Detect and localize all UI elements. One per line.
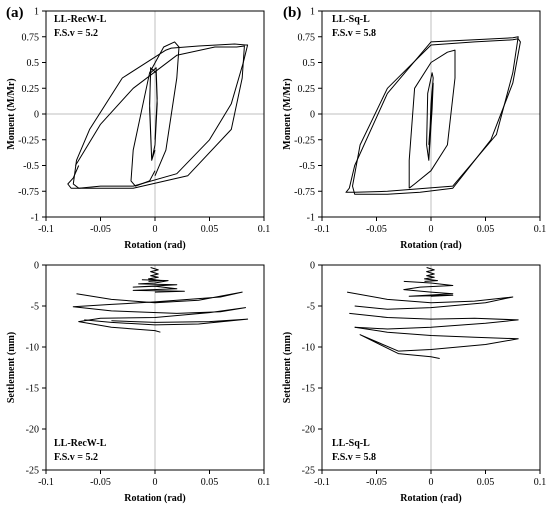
- y-tick-label: 0: [34, 261, 39, 272]
- y-tick-label: -5: [307, 302, 315, 313]
- y-tick-label: 1: [34, 7, 39, 18]
- y-tick-label: -20: [26, 425, 39, 436]
- series-line-3: [347, 291, 514, 310]
- y-tick-label: -25: [26, 466, 39, 477]
- x-tick-label: 0.1: [534, 224, 547, 235]
- series-line-2: [132, 279, 185, 293]
- x-tick-label: 0: [153, 477, 158, 488]
- x-tick-label: 0.1: [534, 477, 547, 488]
- panel-letter-a: (a): [6, 5, 24, 21]
- series-line-1: [426, 72, 434, 161]
- y-axis-label: Settlement (mm): [6, 332, 17, 403]
- x-tick-label: 0: [153, 224, 158, 235]
- settlement-sq-chart: -0.1 -0.05 0 0.05 0.1 0 -5 -10 -15 -20 -25 Rotation…: [282, 261, 546, 505]
- x-axis-label: Rotation (rad): [400, 240, 461, 251]
- y-tick-label: 0.25: [22, 84, 40, 95]
- y-tick-label: -20: [302, 425, 315, 436]
- x-axis-label: Rotation (rad): [400, 493, 461, 504]
- y-tick-label: -0.25: [18, 135, 39, 146]
- specimen-label: LL-Sq-L: [332, 438, 370, 449]
- y-tick-label: -0.5: [299, 161, 315, 172]
- y-tick-label: 0.5: [27, 58, 40, 69]
- x-tick-label: -0.1: [314, 477, 330, 488]
- series-line-4: [84, 318, 249, 326]
- y-tick-label: -15: [302, 384, 315, 395]
- series-line-3: [345, 36, 519, 193]
- x-axis-label: Rotation (rad): [124, 493, 185, 504]
- series-line-1: [149, 67, 158, 161]
- panel-letter-b: (b): [283, 5, 301, 21]
- series-line-4: [352, 38, 521, 195]
- safety-factor-label: F.S.v = 5.2: [54, 28, 98, 39]
- y-tick-label: 0.75: [298, 32, 316, 43]
- y-tick-label: 1: [310, 7, 315, 18]
- y-tick-label: 0.75: [22, 32, 40, 43]
- specimen-label: LL-Sq-L: [332, 14, 370, 25]
- y-tick-label: -1: [31, 213, 39, 224]
- x-tick-label: 0.1: [258, 224, 271, 235]
- x-tick-label: -0.05: [366, 224, 387, 235]
- series-line-2: [408, 49, 456, 189]
- specimen-label: LL-RecW-L: [54, 438, 107, 449]
- x-tick-label: -0.1: [314, 224, 330, 235]
- x-tick-label: 0: [429, 477, 434, 488]
- x-tick-label: -0.05: [366, 477, 387, 488]
- y-tick-label: 0.5: [303, 58, 316, 69]
- y-tick-label: -0.75: [18, 187, 39, 198]
- series-line-1: [424, 267, 438, 282]
- x-tick-label: -0.05: [90, 477, 111, 488]
- y-axis-label: Settlement (mm): [282, 332, 293, 403]
- y-axis-label: Moment (M/Mr): [6, 78, 17, 149]
- series-line-2: [403, 280, 454, 297]
- y-tick-label: -0.25: [294, 135, 315, 146]
- y-tick-label: -0.75: [294, 187, 315, 198]
- x-tick-label: 0.1: [258, 477, 271, 488]
- series-line-3: [72, 291, 246, 333]
- y-tick-label: 0: [310, 110, 315, 121]
- y-tick-label: -10: [302, 343, 315, 354]
- x-tick-label: -0.05: [90, 224, 111, 235]
- safety-factor-label: F.S.v = 5.8: [332, 452, 376, 463]
- moment-recw-chart: -0.1 -0.05 0 0.05 0.1 1 0.75 0.5 0.25 0 -0.25 -0.5 -…: [6, 7, 270, 252]
- y-tick-label: 0: [34, 110, 39, 121]
- moment-sq-chart: -0.1 -0.05 0 0.05 0.1 1 0.75 0.5 0.25 0 -0.25 -0.5 -…: [282, 7, 546, 252]
- x-axis-label: Rotation (rad): [124, 240, 185, 251]
- safety-factor-label: F.S.v = 5.8: [332, 28, 376, 39]
- y-tick-label: -15: [26, 384, 39, 395]
- x-tick-label: 0: [429, 224, 434, 235]
- y-tick-label: -5: [31, 302, 39, 313]
- y-axis-label: Moment (M/Mr): [282, 78, 293, 149]
- settlement-recw-chart: -0.1 -0.05 0 0.05 0.1 0 -5 -10 -15 -20 -25 Rotation…: [6, 261, 270, 505]
- safety-factor-label: F.S.v = 5.2: [54, 452, 98, 463]
- series-line-4: [349, 312, 519, 330]
- x-tick-label: -0.1: [38, 224, 54, 235]
- x-tick-label: 0.05: [477, 224, 495, 235]
- y-tick-label: -0.5: [23, 161, 39, 172]
- y-tick-label: -1: [307, 213, 315, 224]
- y-tick-label: 0: [310, 261, 315, 272]
- x-tick-label: 0.05: [201, 224, 219, 235]
- specimen-label: LL-RecW-L: [54, 14, 107, 25]
- y-tick-label: 0.25: [298, 84, 316, 95]
- y-tick-label: -10: [26, 343, 39, 354]
- x-tick-label: 0.05: [477, 477, 495, 488]
- x-tick-label: -0.1: [38, 477, 54, 488]
- series-line-5: [354, 326, 519, 359]
- series-line-3: [67, 45, 245, 189]
- y-tick-label: -25: [302, 466, 315, 477]
- x-tick-label: 0.05: [201, 477, 219, 488]
- series-line-4: [72, 43, 249, 189]
